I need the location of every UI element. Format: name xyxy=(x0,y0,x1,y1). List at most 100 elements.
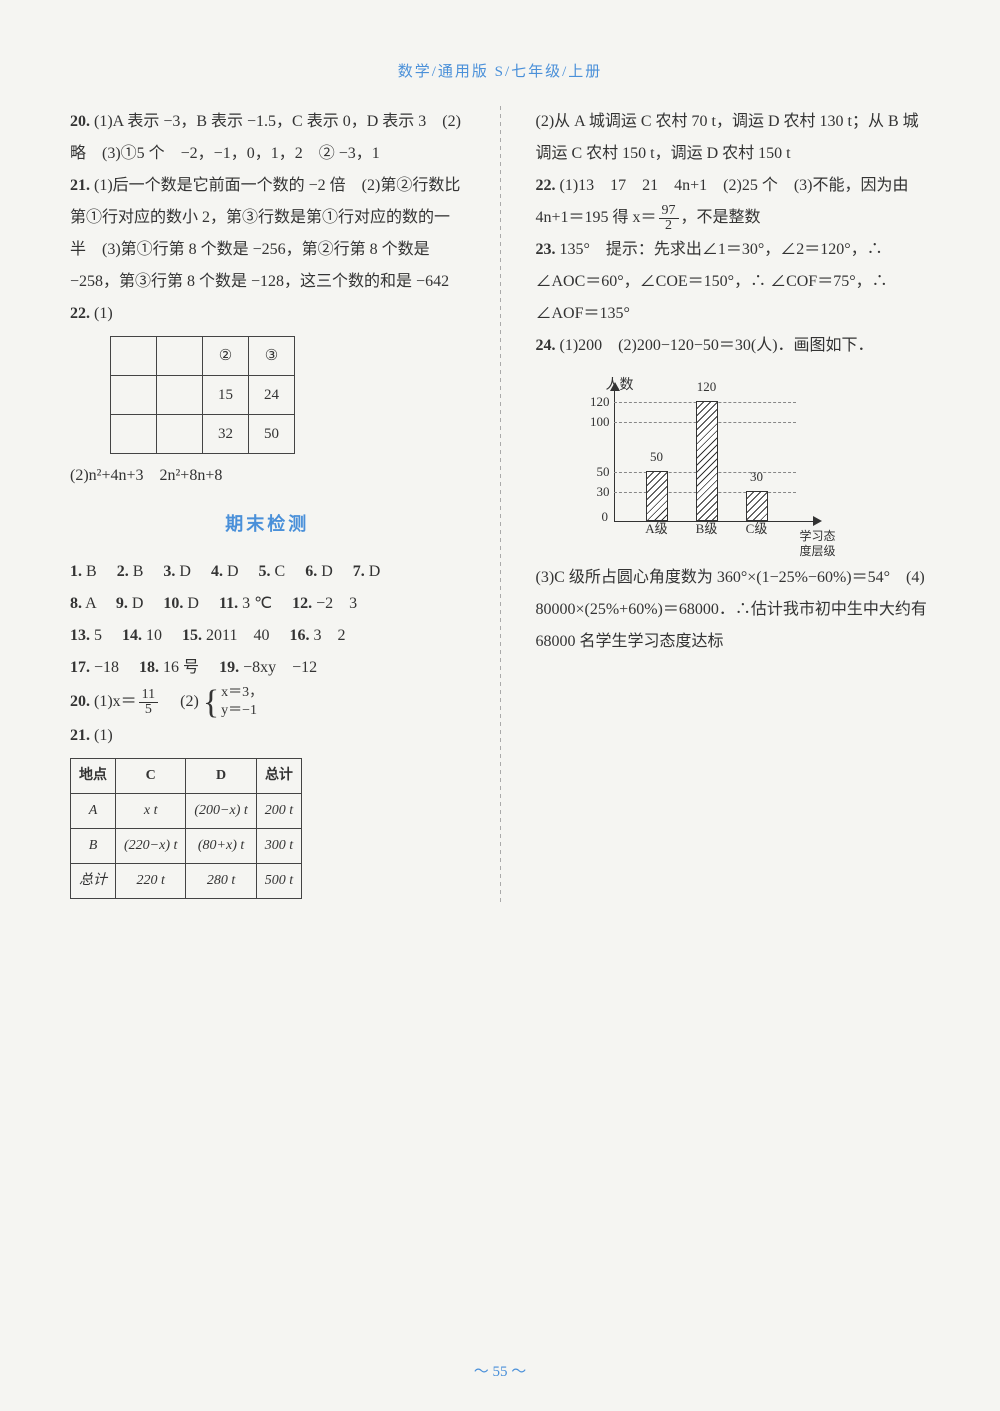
ans: D xyxy=(321,563,333,580)
qnum: 22. xyxy=(536,177,556,194)
qnum: 2. xyxy=(117,563,129,580)
ans: 10 xyxy=(146,627,162,644)
cell: C xyxy=(116,759,186,794)
ans: D xyxy=(369,563,381,580)
bar-value: 30 xyxy=(742,464,772,490)
cell xyxy=(111,415,157,454)
page-header: 数学/通用版 S/七年级/上册 xyxy=(70,60,930,81)
ans: D xyxy=(227,563,239,580)
qnum: 10. xyxy=(163,595,183,612)
qnum: 22. xyxy=(70,305,90,322)
q20-text: (1)A 表示 −3，B 表示 −1.5，C 表示 0，D 表示 3 (2)略 … xyxy=(70,113,461,162)
ans: −2 3 xyxy=(316,595,357,612)
left-column: 20. (1)A 表示 −3，B 表示 −1.5，C 表示 0，D 表示 3 (… xyxy=(70,106,465,905)
ans: D xyxy=(132,595,144,612)
eq: y＝−1 xyxy=(221,702,263,720)
zero-label: 0 xyxy=(602,504,609,530)
ans: B xyxy=(133,563,144,580)
q23r: 23. 135° 提示：先求出∠1＝30°，∠2＝120°，∴ ∠AOC＝60°… xyxy=(536,234,931,330)
q22r: 22. (1)13 17 21 4n+1 (2)25 个 (3)不能，因为由 4… xyxy=(536,170,931,234)
cell: (200−x) t xyxy=(186,794,256,829)
cell: 地点 xyxy=(71,759,116,794)
arrow-up-icon xyxy=(610,382,620,391)
fraction: 972 xyxy=(659,204,679,233)
bar-value: 120 xyxy=(692,374,722,400)
q21b-head: 21. (1) xyxy=(70,720,465,752)
denominator: 5 xyxy=(139,703,158,717)
mc-line3: 13. 5 14. 10 15. 2011 40 16. 3 2 xyxy=(70,620,465,652)
cell: A xyxy=(71,794,116,829)
mc-line1: 1. B 2. B 3. D 4. D 5. C 6. D 7. D xyxy=(70,556,465,588)
cell: (80+x) t xyxy=(186,829,256,864)
y-tick-label: 50 xyxy=(576,459,610,485)
ans: C xyxy=(275,563,286,580)
qnum: 24. xyxy=(536,337,556,354)
ans: 16 号 xyxy=(163,659,199,676)
q22-table: ② ③ 15 24 32 50 xyxy=(110,336,295,454)
denominator: 2 xyxy=(659,219,679,233)
brace-icon: { xyxy=(203,694,219,711)
ans: 3 2 xyxy=(313,627,345,644)
cell xyxy=(111,376,157,415)
cell: 24 xyxy=(249,376,295,415)
cell: D xyxy=(186,759,256,794)
cell: B xyxy=(71,829,116,864)
qnum: 4. xyxy=(211,563,223,580)
cell xyxy=(157,415,203,454)
q24-p3: (3)C 级所占圆心角度数为 360°×(1−25%−60%)＝54° (4) … xyxy=(536,562,931,658)
cell: 200 t xyxy=(256,794,301,829)
ans: 5 xyxy=(94,627,102,644)
cell xyxy=(157,337,203,376)
ans: 2011 40 xyxy=(206,627,269,644)
cell: 220 t xyxy=(116,864,186,899)
qnum: 14. xyxy=(122,627,142,644)
qnum: 21. xyxy=(70,177,90,194)
qnum: 3. xyxy=(163,563,175,580)
text: (1)200 (2)200−120−50＝30(人)．画图如下． xyxy=(560,337,874,354)
q20: 20. (1)A 表示 −3，B 表示 −1.5，C 表示 0，D 表示 3 (… xyxy=(70,106,465,170)
bar-chart: 人数 0 305010012050A级120B级30C级 学习态 度层级 xyxy=(566,372,826,552)
ans: D xyxy=(187,595,199,612)
q21-text: (1)后一个数是它前面一个数的 −2 倍 (2)第②行数比第①行对应的数小 2，… xyxy=(70,177,460,290)
qnum: 8. xyxy=(70,595,82,612)
q21-cont: (2)从 A 城调运 C 农村 70 t，调运 D 农村 130 t；从 B 城… xyxy=(536,106,931,170)
cell xyxy=(157,376,203,415)
ans: 3 ℃ xyxy=(242,595,272,612)
q22-part2: (2)n²+4n+3 2n²+8n+8 xyxy=(70,460,465,492)
table-row: 地点 C D 总计 xyxy=(71,759,302,794)
cell: 500 t xyxy=(256,864,301,899)
qnum: 20. xyxy=(70,113,90,130)
caption-line: 学习态 xyxy=(799,529,835,543)
qnum: 13. xyxy=(70,627,90,644)
bar-label: C级 xyxy=(737,516,777,542)
table-row: 32 50 xyxy=(111,415,295,454)
label: (1)x＝ xyxy=(94,693,137,710)
numerator: 11 xyxy=(139,688,158,703)
q22-prefix: (1) xyxy=(94,305,113,322)
cell: 总计 xyxy=(256,759,301,794)
cell: x t xyxy=(116,794,186,829)
label: (2) xyxy=(180,693,199,710)
qnum: 15. xyxy=(182,627,202,644)
eq: x＝3， xyxy=(221,684,263,702)
cell: ② xyxy=(203,337,249,376)
cell: (220−x) t xyxy=(116,829,186,864)
column-divider xyxy=(500,106,501,905)
q21: 21. (1)后一个数是它前面一个数的 −2 倍 (2)第②行数比第①行对应的数… xyxy=(70,170,465,330)
text: 135° 提示：先求出∠1＝30°，∠2＝120°，∴ ∠AOC＝60°，∠CO… xyxy=(536,241,888,322)
ans: −8xy −12 xyxy=(243,659,317,676)
cell xyxy=(111,337,157,376)
ans: B xyxy=(86,563,97,580)
qnum: 6. xyxy=(305,563,317,580)
table-row: 15 24 xyxy=(111,376,295,415)
qnum: 5. xyxy=(259,563,271,580)
chart-bar xyxy=(696,401,718,521)
qnum: 9. xyxy=(116,595,128,612)
section-title: 期末检测 xyxy=(70,506,465,542)
page-number: ～ 55 ～ xyxy=(0,1360,1000,1381)
q20b: 20. (1)x＝115 (2) { x＝3， y＝−1 xyxy=(70,684,465,720)
qnum: 18. xyxy=(139,659,159,676)
cell: 280 t xyxy=(186,864,256,899)
qnum: 20. xyxy=(70,693,90,710)
qnum: 19. xyxy=(219,659,239,676)
